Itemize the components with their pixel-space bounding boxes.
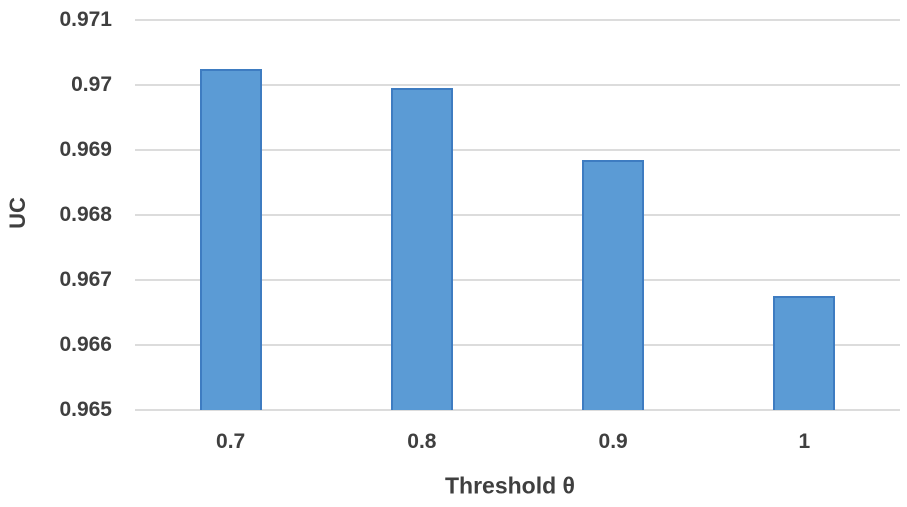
y-tick-label: 0.97 xyxy=(71,73,112,96)
y-tick-label: 0.968 xyxy=(59,203,112,226)
bar-0.9 xyxy=(582,159,645,410)
x-tick-label: 1 xyxy=(798,430,811,453)
gridline xyxy=(135,279,900,281)
y-tick-label: 0.966 xyxy=(59,333,112,356)
y-axis-title: UC xyxy=(5,197,30,229)
gridline xyxy=(135,344,900,346)
gridline xyxy=(135,84,900,86)
y-tick-label: 0.965 xyxy=(59,398,112,421)
y-tick-label: 0.971 xyxy=(59,8,112,31)
bar-1 xyxy=(773,296,836,410)
y-tick-label: 0.967 xyxy=(59,268,112,291)
bar-0.8 xyxy=(390,88,453,410)
bar-0.7 xyxy=(199,68,262,410)
y-tick-label: 0.969 xyxy=(59,138,112,161)
gridline xyxy=(135,409,900,411)
x-tick-label: 0.7 xyxy=(216,430,246,453)
x-axis-title: Threshold θ xyxy=(445,472,575,499)
gridline xyxy=(135,149,900,151)
x-tick-label: 0.8 xyxy=(407,430,437,453)
gridline xyxy=(135,19,900,21)
x-tick-label: 0.9 xyxy=(598,430,628,453)
gridline xyxy=(135,214,900,216)
